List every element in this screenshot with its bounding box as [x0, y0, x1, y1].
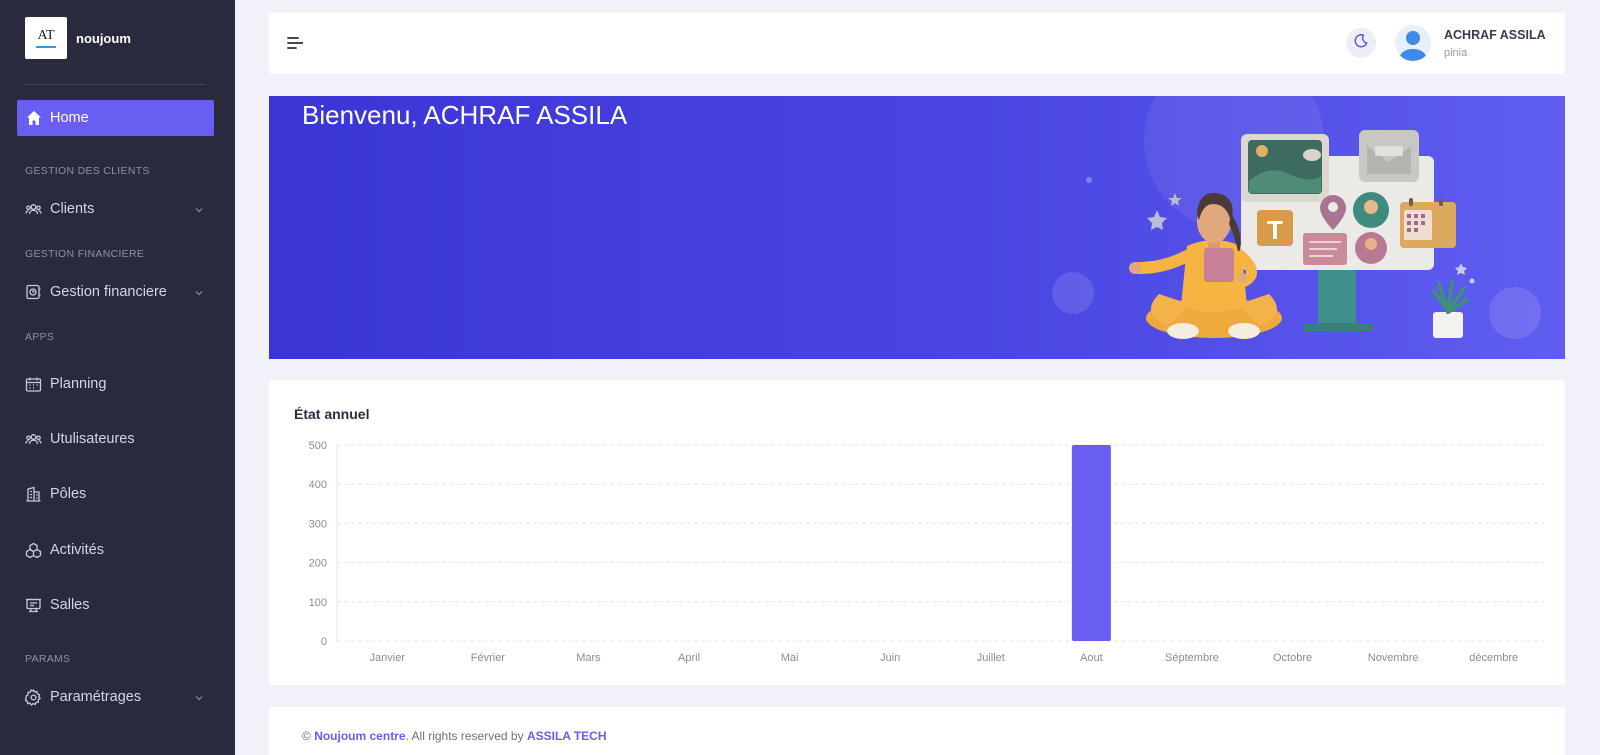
sidebar-item-label: Home [50, 110, 89, 126]
section-clients: GESTION DES CLIENTS [25, 165, 150, 177]
y-tick-label: 200 [309, 558, 327, 570]
x-tick-label: Octobre [1273, 652, 1312, 664]
chevron-down-icon [194, 691, 204, 707]
x-tick-label: Juillet [977, 652, 1005, 664]
x-tick-label: Juin [880, 652, 900, 664]
user-role: pinia [1444, 47, 1468, 59]
x-tick-label: décembre [1469, 652, 1518, 664]
x-tick-label: April [678, 652, 700, 664]
footer-author-link[interactable]: ASSILA TECH [526, 729, 607, 743]
sidebar-item-poles[interactable]: Pôles [17, 476, 214, 512]
moon-icon [1353, 33, 1369, 54]
sidebar: AT noujoum Home GESTION DES CLIENTS Clie… [0, 0, 235, 755]
sidebar-item-planning[interactable]: Planning [17, 366, 214, 402]
sidebar-item-clients[interactable]: Clients [17, 191, 214, 227]
gear-icon [25, 688, 42, 706]
svg-text:T: T [1267, 215, 1283, 245]
footer-company-link[interactable]: Noujoum centre [314, 729, 406, 743]
y-tick-label: 500 [309, 440, 327, 452]
building-icon [25, 486, 42, 503]
x-tick-label: Mai [781, 652, 799, 664]
chart-bar [1071, 445, 1111, 641]
brand-logo-text: AT [37, 28, 55, 43]
dark-mode-toggle[interactable] [1346, 28, 1376, 58]
banner-illustration: T [1052, 96, 1541, 339]
welcome-banner: Bienvenu, ACHRAF ASSILA T [269, 96, 1565, 359]
avatar[interactable] [1395, 25, 1431, 61]
y-tick-label: 0 [321, 636, 327, 648]
section-apps: APPS [25, 331, 55, 343]
sidebar-item-label: Planning [50, 376, 107, 392]
top-navbar: ACHRAF ASSILA pinia [269, 13, 1565, 74]
x-tick-label: Aout [1080, 652, 1103, 664]
x-tick-label: Février [471, 652, 506, 664]
home-icon [25, 110, 42, 127]
sidebar-item-finance[interactable]: Gestion financiere [17, 274, 214, 310]
safe-icon [25, 284, 42, 301]
chevron-down-icon [194, 203, 204, 219]
sidebar-item-home[interactable]: Home [17, 100, 214, 136]
sidebar-item-salles[interactable]: Salles [17, 587, 214, 623]
users-icon [25, 431, 42, 448]
section-params: PARAMS [25, 653, 71, 665]
card-title: État annuel [294, 406, 370, 422]
sidebar-item-users[interactable]: Utulisateures [17, 421, 214, 457]
sidebar-item-label: Clients [50, 201, 95, 217]
brand-logo-bar [36, 46, 56, 48]
footer: © Noujoum centre. All rights reserved by… [269, 707, 1565, 755]
y-tick-label: 100 [309, 597, 327, 609]
sidebar-divider [25, 84, 205, 85]
user-name[interactable]: ACHRAF ASSILA [1444, 28, 1546, 42]
x-tick-label: Novembre [1368, 652, 1419, 664]
menu-toggle-icon[interactable] [287, 36, 304, 55]
sidebar-item-label: Utulisateures [50, 431, 135, 447]
section-finance: GESTION FINANCIERE [25, 248, 145, 260]
chevron-down-icon [194, 286, 204, 302]
y-tick-label: 400 [309, 479, 327, 491]
y-tick-label: 300 [309, 518, 327, 530]
sidebar-item-activites[interactable]: Activités [17, 532, 214, 568]
sidebar-item-label: Gestion financiere [50, 284, 167, 300]
boxes-icon [25, 542, 42, 559]
sidebar-item-label: Pôles [50, 486, 87, 502]
brand-logo: AT [25, 17, 67, 59]
x-tick-label: Mars [576, 652, 601, 664]
copyright-symbol: © [302, 729, 311, 743]
x-tick-label: Séptembre [1165, 652, 1219, 664]
annual-status-card: État annuel 0 100 200 300 400 500 Janvier Févri… [269, 380, 1565, 685]
annual-bar-chart: 0 100 200 300 400 500 Janvier Février Mars April M… [309, 440, 1544, 664]
sidebar-item-parametrages[interactable]: Paramétrages [17, 679, 214, 715]
x-tick-label: Janvier [370, 652, 406, 664]
sidebar-item-label: Paramétrages [50, 689, 142, 705]
sidebar-item-label: Activités [50, 542, 104, 558]
users-icon [25, 201, 42, 218]
footer-text: © Noujoum centre. All rights reserved by… [302, 729, 607, 743]
presentation-icon [25, 597, 42, 614]
footer-rights: . All rights reserved by [405, 729, 524, 743]
calendar-icon [25, 376, 42, 393]
sidebar-item-label: Salles [50, 597, 90, 613]
brand[interactable]: AT noujoum [25, 17, 131, 59]
brand-name: noujoum [76, 30, 131, 46]
welcome-title: Bienvenu, ACHRAF ASSILA [302, 100, 628, 130]
